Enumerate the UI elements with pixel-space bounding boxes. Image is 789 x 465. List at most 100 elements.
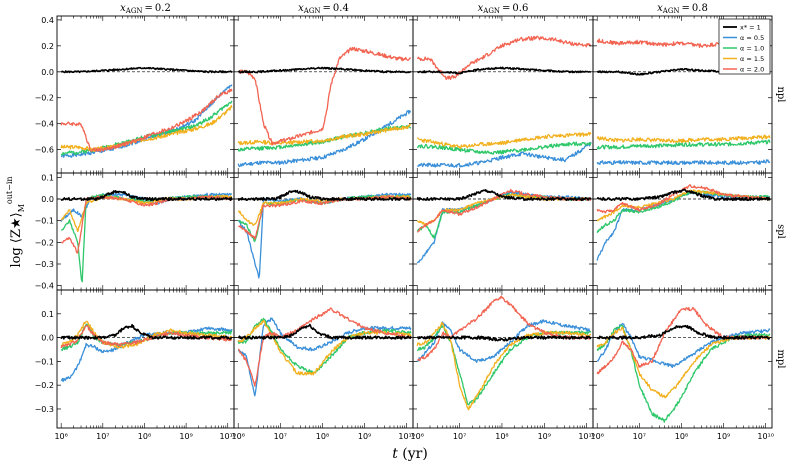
column-title: xAGN = 0.8 <box>657 3 708 15</box>
panel-frame <box>233 172 414 291</box>
panels-group: 0.4 0.2 0.0 −0.2 −0.4 −0.6 xAGN = 0.2 xAGN = 0.… <box>35 3 774 441</box>
panel-r2-c3 <box>412 172 594 291</box>
panel-r2-c1: 0.1 0.0 −0.1 −0.2 −0.3 −0.4 <box>35 172 235 291</box>
series-line-a05 <box>417 141 592 168</box>
panel-r2-c2 <box>233 172 414 291</box>
series-line-a10 <box>417 141 592 155</box>
column-title: xAGN = 0.6 <box>478 3 529 15</box>
panel-r1-c3: xAGN = 0.6 <box>412 3 594 174</box>
y-tick-label: 0.1 <box>41 310 54 319</box>
series-line-a15 <box>237 123 411 146</box>
x-tick-label: 10⁸ <box>495 432 508 441</box>
overlay-group: npl spl mpl x* = 1 α = 0.5 α = 1.0 α = 1.5 α = … <box>5 18 786 462</box>
x-tick-label: 10⁶ <box>232 432 245 441</box>
x-tick-label: 10⁹ <box>358 432 371 441</box>
series-line-a15 <box>596 189 771 222</box>
x-tick-label: 10¹⁰ <box>578 432 595 441</box>
panel-r3-c1: 0.1 0.0 −0.1 −0.2 −0.3 10⁶ 10⁷ 10⁸ 10⁹ 10¹⁰ <box>35 289 236 441</box>
panel-frame <box>56 172 235 291</box>
x-tick-label: 10⁶ <box>54 432 67 441</box>
series-line-x1 <box>60 190 233 202</box>
series-line-a05 <box>416 191 592 264</box>
legend-label-a20: α = 2.0 <box>740 65 764 73</box>
panel-r3-c2: 10⁶ 10⁷ 10⁸ 10⁹ 10¹⁰ <box>232 289 415 441</box>
series-line-a20 <box>237 46 412 146</box>
y-tick-label: −0.4 <box>35 282 54 291</box>
x-tick-label: 10⁷ <box>274 432 287 441</box>
y-tick-label: 0.2 <box>41 42 54 51</box>
series-line-a10 <box>596 139 771 150</box>
x-tick-label: 10⁷ <box>453 432 466 441</box>
y-tick-label: 0.0 <box>41 195 54 204</box>
x-tick-label: 10⁷ <box>633 432 646 441</box>
panel-frame <box>412 172 594 291</box>
y-tick-label: −0.4 <box>35 120 54 129</box>
series-line-a15 <box>416 131 592 150</box>
legend-label-a10: α = 1.0 <box>740 44 764 52</box>
x-tick-label: 10¹⁰ <box>219 432 236 441</box>
y-tick-label: 0.0 <box>41 68 54 77</box>
panel-r3-c4: 10⁶ 10⁷ 10⁸ 10⁹ 10¹⁰ <box>591 289 774 441</box>
y-tick-label: −0.3 <box>35 405 54 414</box>
series-line-x1 <box>416 189 592 202</box>
series-line-x1 <box>237 323 412 340</box>
panel-r3-c3: 10⁶ 10⁷ 10⁸ 10⁹ 10¹⁰ <box>411 289 595 441</box>
legend-label-a15: α = 1.5 <box>740 55 764 63</box>
x-tick-label: 10⁸ <box>138 432 151 441</box>
legend-label-a05: α = 0.5 <box>740 34 764 42</box>
series-line-a10 <box>596 324 771 423</box>
y-tick-label: −0.1 <box>35 217 54 226</box>
series-group <box>416 188 592 264</box>
row-label-mpl: mpl <box>775 349 786 368</box>
series-line-x1 <box>60 66 233 74</box>
y-tick-label: −0.6 <box>35 146 54 155</box>
series-line-a15 <box>60 320 233 349</box>
x-tick-label: 10¹⁰ <box>398 432 415 441</box>
x-tick-label: 10⁹ <box>538 432 551 441</box>
y-tick-label: −0.2 <box>35 94 54 103</box>
series-line-a15 <box>596 134 771 144</box>
series-line-a05 <box>416 319 591 363</box>
row-label-spl: spl <box>775 224 786 239</box>
series-line-a20 <box>238 195 412 240</box>
series-group <box>416 295 592 411</box>
series-group <box>237 307 412 397</box>
y-tick-label: −0.3 <box>35 260 54 269</box>
x-tick-label: 10⁶ <box>591 432 604 441</box>
x-tick-label: 10¹⁰ <box>757 432 774 441</box>
series-group <box>237 46 412 168</box>
panel-frame <box>233 289 414 429</box>
panel-r1-c2: xAGN = 0.4 <box>233 3 414 174</box>
y-tick-label: 0.1 <box>41 173 54 182</box>
x-axis-label: t (yr) <box>392 446 428 462</box>
y-tick-label: −0.1 <box>35 357 54 366</box>
series-line-a05 <box>596 190 770 261</box>
series-line-a15 <box>416 321 592 411</box>
series-line-x1 <box>237 189 412 202</box>
x-tick-label: 10⁷ <box>96 432 109 441</box>
x-tick-label: 10⁹ <box>179 432 192 441</box>
series-line-a05 <box>596 159 771 166</box>
x-tick-label: 10⁶ <box>411 432 424 441</box>
x-tick-label: 10⁸ <box>316 432 329 441</box>
y-axis-label: log ⟨Z★⟩Mout−in <box>5 176 26 267</box>
series-line-a10 <box>237 317 412 375</box>
series-line-a20 <box>60 88 233 153</box>
series-group <box>596 306 771 423</box>
series-group <box>60 66 233 158</box>
series-line-a15 <box>60 105 233 153</box>
panel-r1-c1: 0.4 0.2 0.0 −0.2 −0.4 −0.6 xAGN = 0.2 <box>35 3 235 174</box>
series-line-a05 <box>237 317 412 397</box>
y-tick-label: −0.2 <box>35 381 54 390</box>
x-tick-label: 10⁹ <box>717 432 730 441</box>
series-group <box>237 189 412 279</box>
series-line-x1 <box>596 188 771 202</box>
panel-frame <box>592 289 773 429</box>
series-line-x1 <box>60 323 233 340</box>
series-group <box>596 184 771 261</box>
y-tick-label: 0.4 <box>41 16 54 25</box>
legend-box <box>718 18 771 75</box>
series-line-a05 <box>596 322 771 369</box>
panel-r2-c4 <box>592 172 773 291</box>
